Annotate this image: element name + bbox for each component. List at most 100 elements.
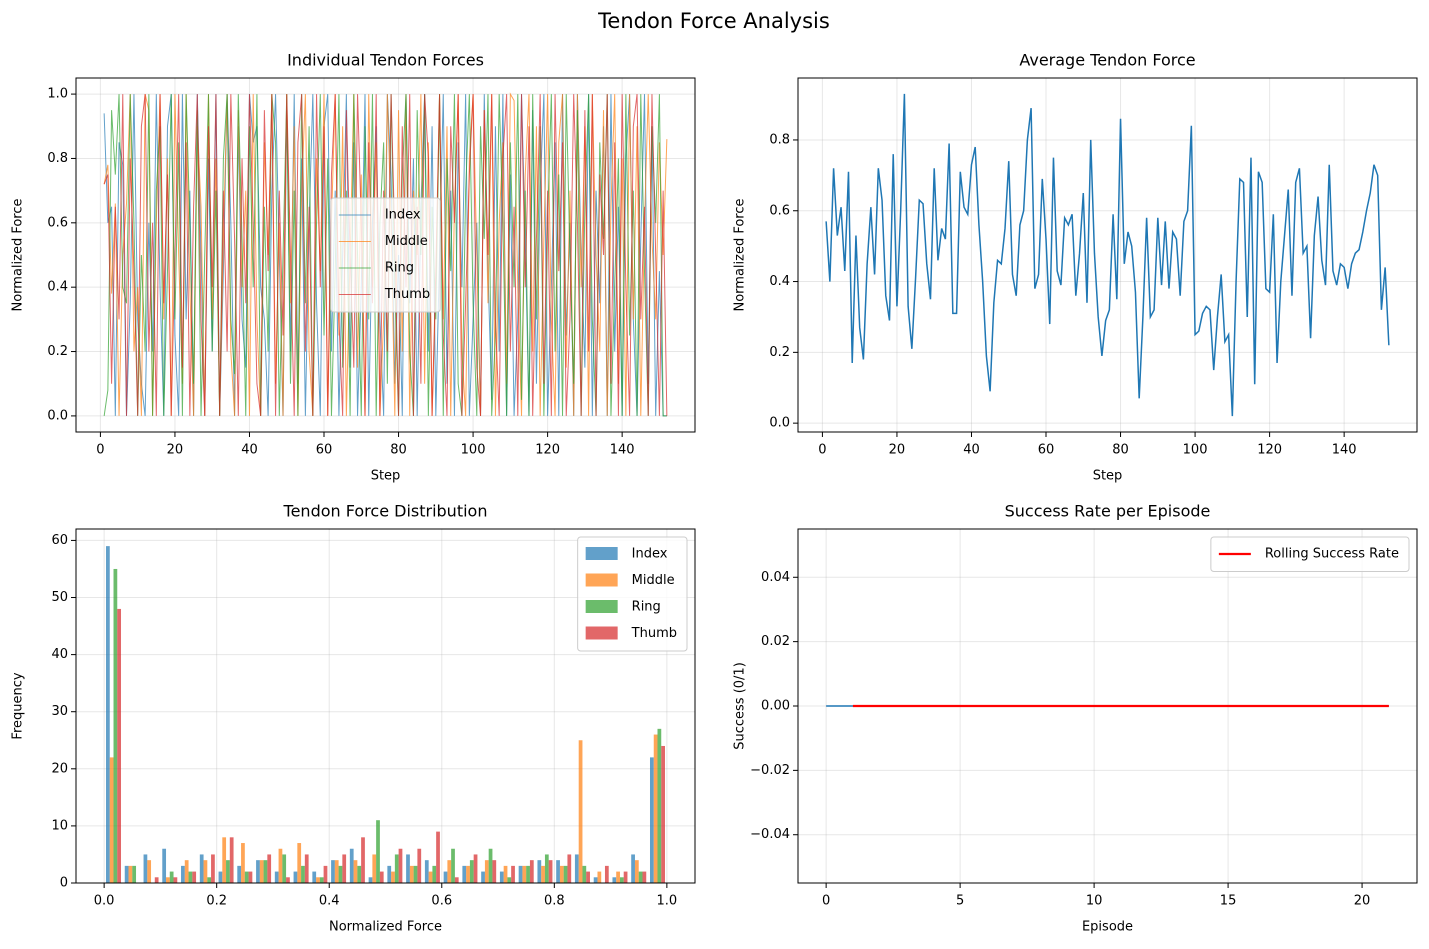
subplot: Success Rate per Episode Episode Success (…: [733, 502, 1418, 935]
hist-bar: [162, 848, 167, 883]
hist-bar: [319, 877, 324, 883]
hist-bar: [559, 865, 564, 883]
y-tick-label: 50: [51, 590, 68, 605]
x-tick-label: 60: [1038, 443, 1055, 458]
x-axis-label: Episode: [1082, 920, 1133, 935]
legend-label: Index: [385, 208, 421, 223]
x-tick-label: 15: [1220, 894, 1237, 909]
x-tick-label: 20: [167, 443, 184, 458]
hist-bar: [413, 865, 418, 883]
hist-bar: [278, 848, 283, 883]
hist-bar: [526, 865, 530, 883]
y-tick-label: 0.0: [769, 416, 790, 431]
hist-bar: [338, 865, 343, 883]
figure-title: Tendon Force Analysis: [597, 9, 830, 33]
subplot: Tendon Force Distribution Normalized Forc…: [11, 502, 696, 935]
hist-bar: [394, 854, 399, 883]
hist-bar: [503, 865, 508, 883]
hist-bar: [567, 854, 572, 883]
x-tick-label: 5: [956, 894, 964, 909]
y-tick-label: 0.4: [769, 274, 790, 289]
y-tick-label: 0.02: [761, 634, 790, 649]
hist-bar: [436, 831, 440, 883]
hist-bar: [507, 877, 512, 883]
hist-bar: [556, 860, 560, 883]
hist-bar: [218, 871, 223, 883]
hist-bar: [301, 865, 305, 883]
hist-bar: [263, 860, 268, 883]
axes-frame: [797, 77, 1418, 433]
hist-bar: [406, 854, 410, 883]
legend-swatch: [585, 573, 618, 587]
hist-bar: [469, 860, 474, 883]
hist-bar: [323, 865, 328, 883]
hist-bar: [544, 854, 549, 883]
hist-bar: [488, 848, 493, 883]
hist-bar: [518, 865, 523, 883]
hist-bar: [297, 843, 302, 883]
hist-bar: [522, 865, 527, 883]
y-tick-label: 0.0: [47, 408, 68, 423]
hist-bar: [237, 865, 242, 883]
hist-bar: [173, 877, 178, 883]
subplot: Average Tendon Force Step Normalized Force…: [733, 51, 1418, 484]
hist-bar: [147, 860, 152, 883]
hist-bar: [342, 854, 347, 883]
hist-bar: [229, 837, 234, 883]
x-tick-label: 120: [535, 443, 560, 458]
x-tick-label: 120: [1257, 443, 1282, 458]
legend-swatch: [585, 626, 618, 640]
hist-bar: [499, 871, 504, 883]
x-tick-label: 20: [1354, 894, 1371, 909]
x-tick-label: 60: [316, 443, 333, 458]
hist-bar: [106, 546, 110, 883]
hist-bar: [586, 871, 590, 883]
legend-label: Rolling Success Rate: [1265, 547, 1399, 562]
x-tick-label: 80: [390, 443, 407, 458]
hist-bar: [634, 860, 639, 883]
hist-bar: [642, 871, 647, 883]
hist-bar: [256, 860, 260, 883]
hist-bar: [638, 871, 643, 883]
x-tick-label: 10: [1086, 894, 1103, 909]
hist-bar: [473, 854, 478, 883]
hist-bar: [432, 865, 437, 883]
hist-bar: [424, 860, 429, 883]
hist-bar: [207, 877, 212, 883]
hist-bar: [368, 877, 373, 883]
hist-bar: [372, 854, 377, 883]
hist-bar: [128, 865, 133, 883]
hist-bar: [357, 865, 362, 883]
x-axis-label: Normalized Force: [329, 920, 442, 935]
hist-bar: [582, 865, 587, 883]
y-tick-label: 0.6: [47, 215, 68, 230]
hist-bar: [312, 871, 317, 883]
hist-bar: [616, 871, 620, 883]
y-tick-label: 0.2: [769, 345, 790, 360]
hist-bar: [631, 854, 635, 883]
hist-bar: [334, 860, 339, 883]
legend: Index Middle Ring Thumb: [330, 197, 441, 313]
hist-bar: [428, 871, 433, 883]
y-tick-label: 60: [51, 533, 68, 548]
x-tick-label: 140: [1332, 443, 1357, 458]
x-tick-label: 20: [889, 443, 906, 458]
y-tick-label: 10: [51, 818, 68, 833]
legend-label: Ring: [632, 600, 661, 615]
hist-bar: [417, 848, 422, 883]
legend-label: Middle: [632, 573, 675, 588]
legend-swatch: [585, 547, 618, 560]
hist-bar: [184, 860, 189, 883]
hist-bar: [623, 871, 628, 883]
hist-bar: [462, 865, 467, 883]
hist-bar: [379, 871, 384, 883]
x-tick-label: 1.0: [657, 894, 678, 909]
hist-bar: [391, 871, 395, 883]
legend-label: Ring: [385, 261, 414, 276]
hist-bar: [353, 860, 358, 883]
hist-bar: [124, 865, 129, 883]
x-tick-label: 0: [818, 443, 826, 458]
hist-bar: [387, 865, 392, 883]
y-tick-label: 0.4: [47, 280, 68, 295]
hist-bar: [143, 854, 148, 883]
